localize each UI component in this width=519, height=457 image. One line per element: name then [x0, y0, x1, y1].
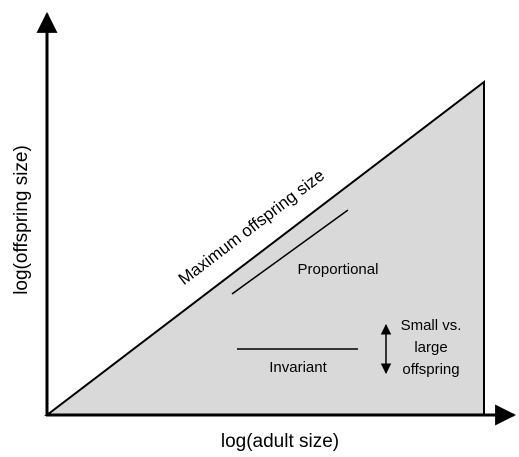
- y-axis-label: log(offspring size): [11, 145, 32, 295]
- proportional-label: Proportional: [298, 261, 379, 278]
- proportional-line: [231, 209, 349, 295]
- range-label: large: [414, 339, 447, 356]
- x-axis-label: log(adult size): [221, 431, 339, 452]
- invariant-label: Invariant: [269, 359, 327, 376]
- range-label: offspring: [402, 361, 459, 378]
- range-label: Small vs.: [401, 317, 462, 334]
